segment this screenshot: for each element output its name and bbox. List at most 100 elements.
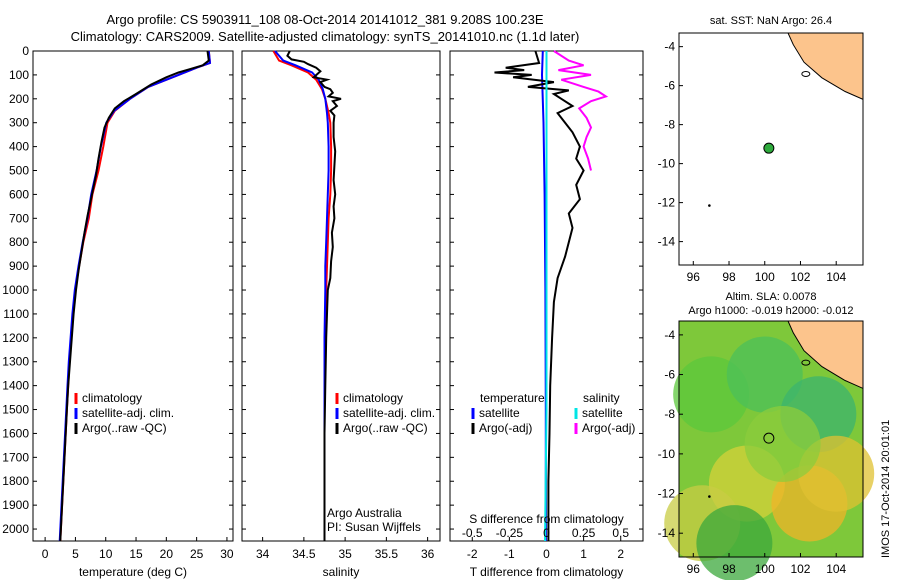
sla-field-cell [696, 505, 773, 580]
legend-entry-label: climatology [343, 391, 403, 405]
depth-tick-label: 500 [9, 164, 29, 178]
sla-field-cell [744, 405, 821, 482]
x-tick-label: 34.5 [292, 547, 316, 561]
depth-tick-label: 700 [9, 211, 29, 225]
x-tick-label: 1 [580, 547, 587, 561]
x-axis-label: salinity [323, 565, 360, 579]
depth-tick-label: 100 [9, 68, 29, 82]
lat-tick-label: -14 [658, 235, 676, 249]
x-axis-label: temperature (deg C) [79, 565, 187, 579]
legend-heading-temperature: temperature [480, 391, 545, 405]
legend-entry-label: satellite-adj. clim. [343, 406, 435, 420]
depth-tick-label: 1000 [2, 283, 29, 297]
lat-tick-label: -10 [658, 157, 676, 171]
profile-plot-frame [241, 50, 441, 542]
lat-tick-label: -10 [658, 447, 676, 461]
annotation-text: Argo Australia [327, 506, 402, 520]
legend-entry-label: Argo(-adj) [582, 421, 635, 435]
s-diff-axis-label: S difference from climatology [469, 512, 624, 526]
sst-map-title: sat. SST: NaN Argo: 26.4 [710, 15, 832, 27]
depth-tick-label: 600 [9, 187, 29, 201]
lon-tick-label: 100 [755, 562, 775, 576]
diff-line-temperature-argo-adj- [494, 50, 585, 541]
x-tick-label: 30 [220, 547, 234, 561]
x-tick-label: 2 [617, 547, 624, 561]
map-frame [678, 32, 864, 266]
x-tick-label: 15 [129, 547, 143, 561]
annotation-text: PI: Susan Wijffels [327, 520, 421, 534]
island-contour [801, 70, 811, 77]
depth-tick-label: 1800 [2, 474, 29, 488]
x-tick-label: 35 [338, 547, 352, 561]
lat-tick-label: -12 [658, 196, 676, 210]
imos-timestamp: IMOS 17-Oct-2014 20:01:01 [880, 419, 892, 558]
depth-tick-label: 200 [9, 92, 29, 106]
x-tick-label: 5 [72, 547, 79, 561]
legend-entry-label: satellite [479, 406, 520, 420]
series-line-climatology [272, 50, 333, 541]
series-line-argo-raw-qc- [59, 50, 210, 542]
x-tick-label: 25 [190, 547, 204, 561]
island-marker [708, 495, 711, 498]
title-line-1: Argo profile: CS 5903911_108 08-Oct-2014… [106, 12, 544, 27]
legend-entry-label: Argo(..raw -QC) [82, 421, 167, 435]
depth-tick-label: 1900 [2, 498, 29, 512]
depth-tick-label: 1700 [2, 450, 29, 464]
lat-tick-label: -4 [664, 40, 675, 54]
lat-tick-label: -8 [664, 118, 675, 132]
lon-tick-label: 98 [722, 562, 736, 576]
lat-tick-label: -12 [658, 487, 676, 501]
legend-heading-salinity: salinity [583, 391, 620, 405]
x-tick-label: 0 [42, 547, 49, 561]
sla-field-cell [726, 336, 803, 413]
s-diff-tick-label: -0.5 [462, 526, 483, 540]
series-line-argo-raw-qc- [286, 50, 342, 541]
depth-tick-label: 1100 [3, 307, 29, 321]
lon-tick-label: 96 [687, 562, 701, 576]
x-tick-label: 20 [160, 547, 174, 561]
lon-tick-label: 98 [722, 270, 736, 284]
lat-tick-label: -4 [664, 328, 675, 342]
profile-plot-frame [32, 50, 234, 542]
depth-tick-label: 1200 [2, 331, 29, 345]
island-marker [708, 204, 711, 207]
lat-tick-label: -14 [658, 526, 676, 540]
depth-tick-label: 1400 [2, 379, 29, 393]
depth-tick-label: 0 [22, 44, 29, 58]
sla-map-title-line-1: Altim. SLA: 0.0078 [725, 291, 816, 303]
x-tick-label: -2 [467, 547, 478, 561]
legend-entry-label: Argo(-adj) [479, 421, 532, 435]
argo-float-marker [763, 142, 775, 154]
legend-entry-label: satellite [582, 406, 623, 420]
sla-map-title-line-2: Argo h1000: -0.019 h2000: -0.012 [688, 305, 853, 317]
lon-tick-label: 96 [687, 270, 701, 284]
diff-line-salinity-argo-adj- [553, 50, 609, 171]
depth-tick-label: 2000 [2, 522, 29, 536]
depth-tick-label: 1500 [2, 403, 29, 417]
s-diff-tick-label: 0.25 [572, 526, 596, 540]
legend-entry-label: Argo(..raw -QC) [343, 421, 428, 435]
lon-tick-label: 102 [790, 270, 810, 284]
series-line-climatology [59, 50, 212, 542]
s-diff-tick-label: 0 [543, 526, 550, 540]
lon-tick-label: 104 [826, 270, 846, 284]
depth-tick-label: 1300 [2, 355, 29, 369]
s-diff-tick-label: -0.25 [496, 526, 524, 540]
depth-tick-label: 900 [9, 259, 29, 273]
depth-tick-label: 1600 [2, 426, 29, 440]
series-line-satellite-adj-clim- [58, 50, 212, 542]
land-area [787, 32, 864, 101]
x-tick-label: 36 [421, 547, 435, 561]
lon-tick-label: 100 [755, 270, 775, 284]
lat-tick-label: -6 [664, 79, 675, 93]
depth-tick-label: 300 [9, 116, 29, 130]
island-contour [801, 359, 811, 366]
legend-entry-label: satellite-adj. clim. [82, 406, 174, 420]
x-axis-label: T difference from climatology [470, 565, 624, 579]
legend-entry-label: climatology [82, 391, 142, 405]
s-diff-tick-label: 0.5 [612, 526, 629, 540]
lat-tick-label: -6 [664, 368, 675, 382]
series-line-satellite-adj-clim- [274, 50, 330, 541]
x-tick-label: 34 [256, 547, 270, 561]
